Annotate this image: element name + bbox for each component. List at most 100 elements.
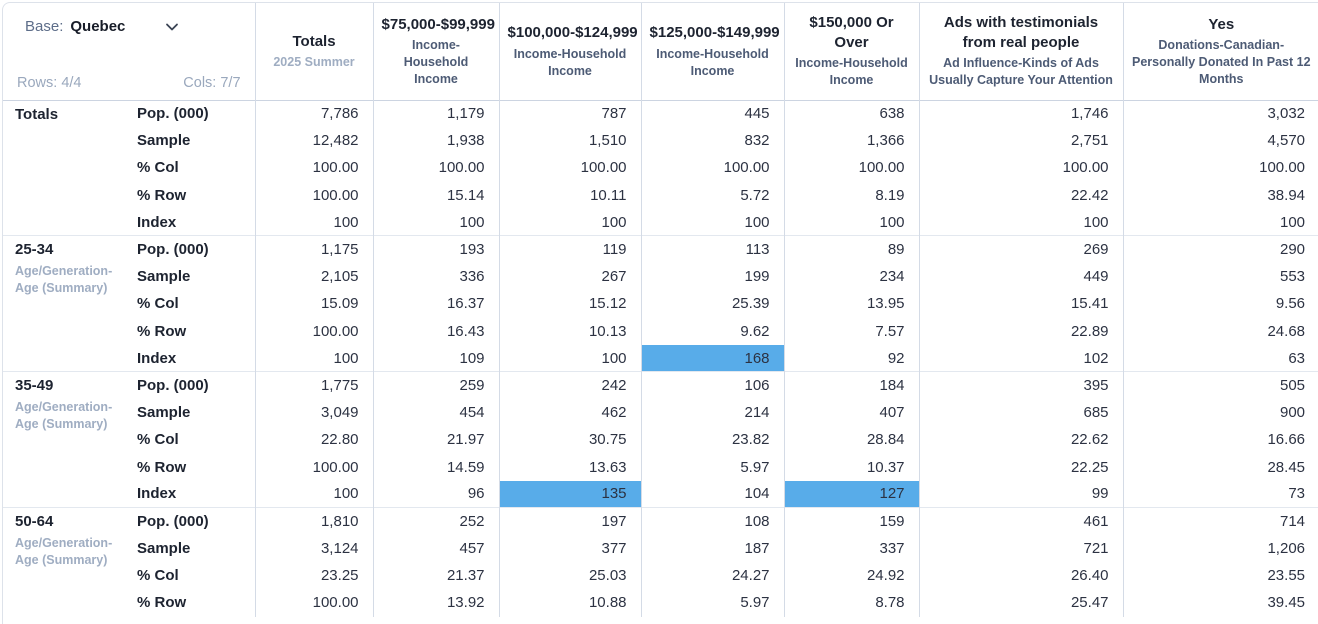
data-cell: 73 <box>1122 480 1318 508</box>
data-cell: 102 <box>918 344 1124 372</box>
row-group-title: 50-64 <box>15 513 54 531</box>
data-cell: 449 <box>918 263 1124 291</box>
metric-label: Pop. (000) <box>137 105 209 123</box>
row-group-label[interactable]: 35-49 Age/Generation-Age (Summary) <box>3 371 133 508</box>
metric-label: Pop. (000) <box>133 507 256 535</box>
data-cell: 3,049 <box>254 399 374 427</box>
data-cell: 16.37 <box>372 290 500 318</box>
data-cell: 22.80 <box>254 426 374 454</box>
column-header[interactable]: Ads with testimonials from real people Ad… <box>918 3 1124 100</box>
base-dropdown[interactable]: Base: Quebec <box>3 3 255 35</box>
column-title: $125,000-$149,999 <box>649 24 780 42</box>
data-cell: 234 <box>783 263 920 291</box>
data-cell: 100 <box>640 208 785 236</box>
data-cell: 197 <box>498 507 642 535</box>
data-cell: 12,482 <box>254 127 374 155</box>
column-subtitle: Income-Household Income <box>656 46 769 78</box>
data-cell: 4,570 <box>1122 127 1318 155</box>
data-cell: 100 <box>254 208 374 236</box>
data-cell-highlighted: 135 <box>498 480 642 508</box>
data-cell: 15.12 <box>498 290 642 318</box>
data-cell: 63 <box>1122 344 1318 372</box>
data-cell: 832 <box>640 127 785 155</box>
data-cell: 1,175 <box>254 235 374 264</box>
data-cell: 108 <box>640 507 785 535</box>
data-cell: 187 <box>640 535 785 563</box>
table-row: 25-34 Age/Generation-Age (Summary) Pop. (0… <box>3 235 1318 372</box>
column-title: Ads with testimonials from real people <box>943 14 1099 51</box>
table-row: % Col 23.25 21.37 25.03 24.27 24.92 26.40 23.55 <box>3 562 1318 590</box>
column-header[interactable]: $125,000-$149,999 Income-Household Income <box>640 3 785 100</box>
metric-label: % Col <box>137 159 179 177</box>
chevron-down-icon[interactable] <box>165 22 179 32</box>
data-cell: 1,510 <box>498 127 642 155</box>
column-subtitle: Donations-Canadian-Personally Donated In… <box>1131 38 1311 86</box>
data-cell: 104 <box>640 480 785 508</box>
metric-label: Sample <box>137 540 191 558</box>
data-cell: 184 <box>783 371 920 400</box>
column-title: $100,000-$124,999 <box>507 24 638 42</box>
data-cell: 100 <box>918 208 1124 236</box>
table-row: Index 100 109 100 168 92 102 63 <box>3 344 1318 372</box>
data-cell: 290 <box>1122 235 1318 264</box>
metric-label: Sample <box>137 132 191 150</box>
row-group-label[interactable]: Totals <box>3 100 133 236</box>
data-cell: 100 <box>1122 208 1318 236</box>
data-cell: 5.97 <box>640 589 785 617</box>
column-header[interactable]: $150,000 Or Over Income-Household Income <box>783 3 920 100</box>
table-row: 35-49 Age/Generation-Age (Summary) Pop. (0… <box>3 371 1318 508</box>
data-cell: 89 <box>783 235 920 264</box>
column-title: Yes <box>1208 15 1235 33</box>
row-group-label[interactable]: 25-34 Age/Generation-Age (Summary) <box>3 235 133 372</box>
data-cell: 23.82 <box>640 426 785 454</box>
column-header[interactable]: $75,000-$99,999 Income-Household Income <box>372 3 500 100</box>
data-cell: 1,206 <box>1122 535 1318 563</box>
data-cell: 10.11 <box>498 181 642 209</box>
data-cell: 10.13 <box>498 317 642 345</box>
data-cell: 100.00 <box>498 154 642 182</box>
data-cell: 22.42 <box>918 181 1124 209</box>
data-cell: 99 <box>918 480 1124 508</box>
data-cell: 23.25 <box>254 562 374 590</box>
metric-label: % Row <box>137 322 187 340</box>
data-cell: 28.45 <box>1122 453 1318 481</box>
data-cell: 10.37 <box>783 453 920 481</box>
data-cell: 1,810 <box>254 507 374 535</box>
rows-count: Rows: 4/4 <box>17 74 82 91</box>
data-cell-highlighted: 168 <box>640 344 785 372</box>
table-row: 50-64 Age/Generation-Age (Summary) Pop. (0… <box>3 507 1318 617</box>
data-cell: 25.03 <box>498 562 642 590</box>
column-header[interactable]: $100,000-$124,999 Income-Household Income <box>498 3 642 100</box>
data-cell: 9.62 <box>640 317 785 345</box>
row-group-label[interactable]: 50-64 Age/Generation-Age (Summary) <box>3 507 133 617</box>
column-header[interactable]: Yes Donations-Canadian-Personally Donated… <box>1122 3 1318 100</box>
data-cell: 252 <box>372 507 500 535</box>
data-cell: 24.27 <box>640 562 785 590</box>
crosstab-body: Totals Pop. (000) 7,786 1,179 787 445 638 1,746… <box>3 100 1318 617</box>
column-header[interactable]: Totals 2025 Summer <box>254 3 374 100</box>
data-cell: 900 <box>1122 399 1318 427</box>
data-cell: 269 <box>918 235 1124 264</box>
data-cell: 7,786 <box>254 100 374 128</box>
data-cell: 13.92 <box>372 589 500 617</box>
data-cell: 337 <box>783 535 920 563</box>
data-cell: 100.00 <box>254 589 374 617</box>
data-cell: 1,746 <box>918 100 1124 128</box>
data-cell: 30.75 <box>498 426 642 454</box>
data-cell: 16.66 <box>1122 426 1318 454</box>
data-cell: 109 <box>372 344 500 372</box>
data-cell: 721 <box>918 535 1124 563</box>
metric-label: % Row <box>137 458 187 476</box>
data-cell: 23.55 <box>1122 562 1318 590</box>
data-cell: 13.95 <box>783 290 920 318</box>
column-title: Totals <box>292 32 336 50</box>
column-title: $150,000 Or Over <box>809 14 894 51</box>
row-group-subtitle: Age/Generation-Age (Summary) <box>15 264 113 295</box>
row-group-title: Totals <box>15 105 59 123</box>
cols-count: Cols: 7/7 <box>183 74 241 91</box>
table-row: Sample 3,124 457 377 187 337 721 1,206 <box>3 535 1318 563</box>
data-cell: 5.97 <box>640 453 785 481</box>
metric-label: Index <box>137 349 177 367</box>
data-cell: 199 <box>640 263 785 291</box>
data-cell: 685 <box>918 399 1124 427</box>
